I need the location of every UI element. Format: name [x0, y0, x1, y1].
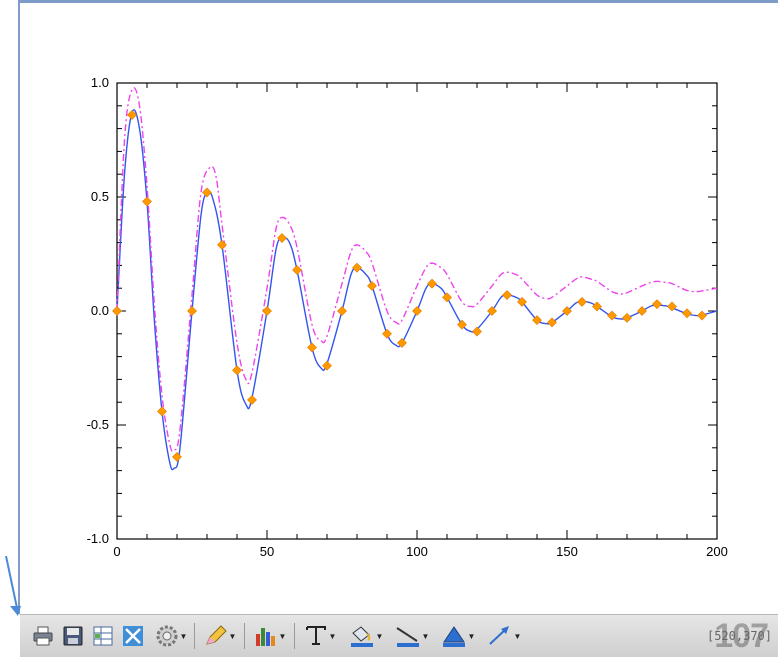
data-marker-diamond	[247, 394, 257, 405]
arrow-tool-icon	[488, 626, 509, 645]
data-marker-diamond	[292, 265, 302, 275]
y-tick-label: -1.0	[87, 531, 109, 546]
data-marker-diamond	[157, 406, 167, 417]
window-border-left	[18, 0, 20, 614]
floppy-disk-icon	[63, 626, 83, 646]
plot-toolbar: ▼ ▼ ▼ ▼ ▼	[20, 614, 778, 657]
data-marker-diamond	[367, 280, 377, 291]
data-marker-diamond	[592, 301, 602, 312]
data-marker-diamond	[652, 299, 662, 310]
x-tick-label: 50	[260, 544, 274, 559]
print-button[interactable]	[30, 624, 56, 648]
dropdown-arrow-icon: ▼	[278, 631, 287, 641]
data-marker-diamond	[172, 451, 182, 462]
save-button[interactable]	[60, 624, 86, 648]
toolbar-separator	[244, 623, 245, 649]
y-tick-label: 1.0	[91, 75, 109, 90]
data-marker-diamond	[112, 306, 122, 316]
bar-chart-icon	[255, 628, 275, 646]
data-marker-diamond	[277, 233, 287, 243]
expand-arrows-icon	[123, 626, 143, 646]
data-marker-diamond	[427, 278, 437, 289]
toolbar-separator	[194, 623, 195, 649]
data-marker-diamond	[667, 301, 677, 312]
dropdown-arrow-icon: ▼	[179, 631, 188, 641]
data-marker-diamond	[697, 310, 707, 321]
x-tick-label: 150	[556, 544, 578, 559]
arrow-tool-button[interactable]: ▼	[484, 624, 524, 648]
data-marker-diamond	[577, 296, 587, 307]
gear-icon	[156, 625, 178, 647]
series-line-magenta	[116, 86, 718, 453]
dropdown-arrow-icon: ▼	[228, 631, 237, 641]
data-marker-diamond	[637, 306, 647, 316]
chart-type-button[interactable]: ▼	[250, 624, 290, 648]
data-marker-diamond	[442, 292, 452, 303]
y-tick-label: 0.0	[91, 303, 109, 318]
dropdown-arrow-icon: ▼	[328, 631, 337, 641]
data-marker-diamond	[517, 296, 527, 307]
data-marker-diamond	[217, 239, 227, 250]
data-marker-diamond	[307, 342, 317, 353]
dropdown-arrow-icon: ▼	[375, 631, 384, 641]
line-chart: 0 50 100 150 200 1.0 0.5 0.0 -0.5 -1.0	[87, 75, 728, 559]
x-tick-label: 0	[113, 544, 120, 559]
toolbar-separator	[294, 623, 295, 649]
data-marker-diamond	[472, 326, 482, 337]
paint-bucket-icon	[350, 626, 373, 647]
dropdown-arrow-icon: ▼	[467, 631, 476, 641]
plot-canvas[interactable]: 0 50 100 150 200 1.0 0.5 0.0 -0.5 -1.0	[20, 3, 778, 614]
data-marker-diamond	[397, 337, 407, 348]
spreadsheet-icon	[93, 626, 113, 646]
settings-button[interactable]: ▼	[152, 624, 190, 648]
data-marker-diamond	[187, 306, 197, 316]
data-marker-diamond	[322, 360, 332, 371]
series-line-blue	[116, 109, 718, 471]
data-marker-diamond	[142, 196, 152, 207]
printer-icon	[33, 626, 53, 646]
text-tool-icon	[305, 626, 326, 645]
pencil-icon	[205, 625, 227, 645]
line-tool-icon	[395, 627, 419, 647]
dropdown-arrow-icon: ▼	[513, 631, 522, 641]
data-marker-diamond	[487, 306, 497, 316]
annotation-arrow	[5, 556, 21, 616]
data-marker-diamond	[532, 315, 542, 326]
y-tick-label: -0.5	[87, 417, 109, 432]
data-marker-diamond	[457, 319, 467, 330]
data-marker-diamond	[547, 317, 557, 328]
data-marker-diamond	[502, 290, 512, 300]
data-marker-diamond	[352, 262, 362, 273]
dropdown-arrow-icon: ▼	[421, 631, 430, 641]
cursor-coordinates: [520,370]	[706, 629, 772, 643]
data-marker-diamond	[232, 365, 242, 376]
data-table-button[interactable]	[90, 624, 116, 648]
data-marker-diamond	[127, 109, 137, 120]
data-marker-diamond	[262, 306, 272, 316]
edit-button[interactable]: ▼	[200, 624, 240, 648]
x-tick-label: 100	[406, 544, 428, 559]
data-marker-diamond	[412, 306, 422, 316]
x-tick-label: 200	[706, 544, 728, 559]
line-tool-button[interactable]: ▼	[392, 624, 432, 648]
data-marker-diamond	[607, 310, 617, 321]
data-marker-diamond	[622, 312, 632, 323]
window-border-top	[18, 0, 778, 3]
page-number-overlay: 107	[714, 617, 769, 655]
marker-tool-button[interactable]: ▼	[438, 624, 478, 648]
data-marker-diamond	[562, 306, 572, 316]
fit-view-button[interactable]	[120, 624, 146, 648]
data-marker-diamond	[337, 306, 347, 316]
data-marker-diamond	[382, 328, 392, 339]
data-marker-diamond	[682, 308, 692, 319]
triangle-marker-icon	[442, 626, 465, 647]
data-marker-diamond	[202, 187, 212, 198]
text-tool-button[interactable]: ▼	[302, 624, 338, 648]
fill-tool-button[interactable]: ▼	[346, 624, 386, 648]
y-tick-label: 0.5	[91, 189, 109, 204]
